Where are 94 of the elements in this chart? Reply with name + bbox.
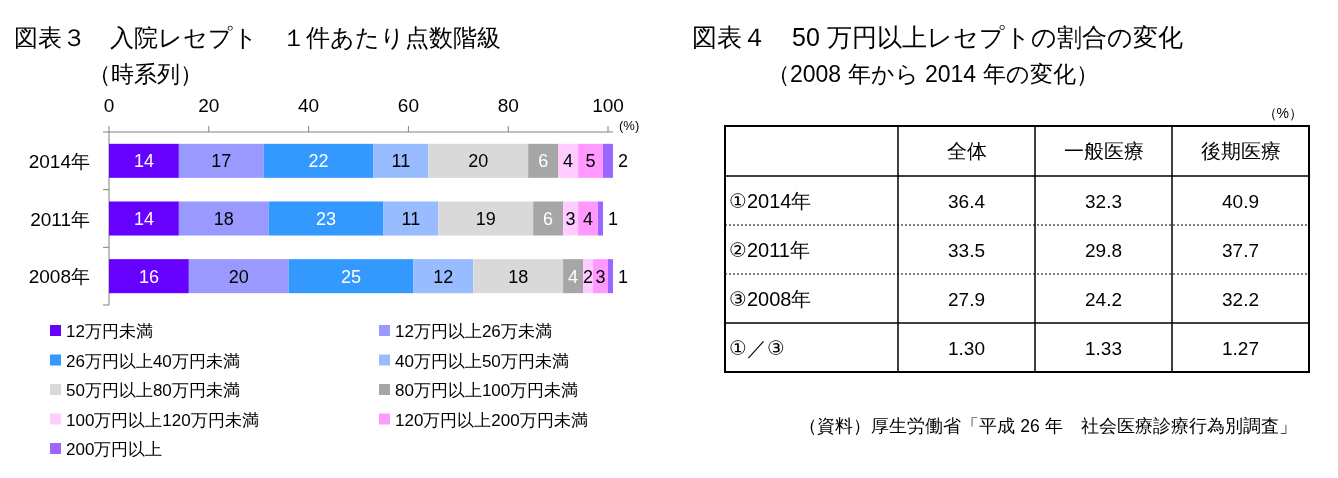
legend-label: 100万円以上120万円未満	[66, 410, 259, 430]
data-label: 3	[595, 266, 606, 287]
y-tick-label: 2011年	[30, 208, 90, 230]
x-tick-label: 100	[592, 95, 624, 116]
data-label: 1	[608, 208, 619, 229]
data-label: 12	[433, 266, 454, 287]
data-label: 1.33	[1085, 337, 1122, 359]
text: （%）	[1262, 105, 1303, 121]
data-label: 4	[568, 266, 579, 287]
data-label: 1	[618, 266, 629, 287]
data-label: 33.5	[948, 239, 985, 261]
x-tick-label: 一般医療	[1063, 140, 1144, 162]
data-label: 36.4	[948, 190, 986, 212]
data-label: 17	[211, 151, 232, 172]
y-tick-label: ①2014年	[729, 189, 812, 212]
data-label: 18	[213, 208, 234, 229]
data-label: 11	[401, 208, 421, 229]
x-tick-label: 全体	[946, 140, 987, 162]
x-tick-label: 後期医療	[1200, 140, 1281, 162]
bar	[109, 143, 179, 178]
legend-label: 50万円以上80万円未満	[66, 381, 240, 400]
data-label: 24.2	[1085, 288, 1122, 310]
data-label: 22	[308, 151, 329, 172]
bar	[373, 143, 429, 178]
chart-title: 図表３ 入院レセプト １件あたり点数階級	[14, 24, 501, 51]
bar	[263, 143, 374, 178]
legend-label: 120万円以上200万円未満	[395, 410, 588, 430]
data-label: 5	[585, 151, 596, 172]
data-label: 2	[583, 266, 594, 287]
bar	[563, 259, 584, 294]
data-label: 32.2	[1222, 288, 1259, 310]
x-tick-label: 20	[198, 95, 220, 116]
data-label: 19	[475, 208, 496, 229]
data-label: 27.9	[948, 288, 985, 310]
chart-title: 図表４ 50 万円以上レセプトの割合の変化	[692, 23, 1183, 51]
y-tick-label: ②2011年	[729, 238, 810, 261]
bar	[558, 143, 579, 178]
data-label: 37.7	[1222, 239, 1259, 261]
data-label: 18	[508, 266, 529, 287]
text: （資料）厚生労働省「平成 26 年 社会医療診療行為別調査」	[799, 416, 1297, 436]
data-label: 32.3	[1085, 190, 1122, 212]
data-label: 29.8	[1085, 239, 1122, 261]
bar	[578, 201, 599, 236]
legend-label: 80万円以上100万円未満	[395, 381, 579, 400]
data-label: 4	[583, 208, 594, 229]
x-axis-title: (%)	[619, 118, 640, 133]
data-label: 6	[543, 208, 554, 229]
bar	[428, 143, 529, 178]
data-label: 1.27	[1222, 337, 1259, 359]
y-tick-label: 2008年	[28, 266, 90, 288]
bar	[413, 259, 474, 294]
data-label: 11	[391, 151, 411, 172]
data-label: 2	[618, 151, 629, 172]
bar	[268, 201, 384, 236]
legend-label: 200万円以上	[66, 440, 163, 459]
data-label: 23	[316, 208, 337, 229]
x-tick-label: 0	[103, 95, 115, 116]
data-label: 40.9	[1222, 190, 1259, 212]
data-label: 1.30	[948, 337, 985, 359]
x-tick-label: 80	[497, 95, 519, 116]
data-label: 6	[538, 151, 549, 172]
data-label: 4	[563, 151, 574, 172]
bar	[603, 143, 613, 178]
y-tick-label: ①／③	[729, 336, 785, 359]
bar	[109, 259, 189, 294]
x-tick-label: 40	[298, 95, 320, 116]
bar	[288, 259, 414, 294]
bar	[178, 201, 269, 236]
bar	[533, 201, 564, 236]
y-tick-label: 2014年	[28, 150, 90, 172]
legend-label: 12万円以上26万未満	[395, 322, 552, 341]
bar	[578, 143, 604, 178]
bar	[528, 143, 559, 178]
chart-subtitle: （時系列）	[88, 61, 203, 87]
data-label: 20	[228, 266, 249, 287]
data-label: 16	[138, 266, 159, 287]
bar	[438, 201, 534, 236]
data-label: 3	[565, 208, 576, 229]
data-label: 14	[133, 151, 154, 172]
legend-label: 40万円以上50万円未満	[395, 351, 569, 371]
bar	[608, 259, 613, 294]
y-tick-label: ③2008年	[729, 287, 812, 310]
chart-subtitle: （2008 年から 2014 年の変化）	[767, 61, 1099, 87]
data-label: 14	[133, 208, 154, 229]
bar	[473, 259, 564, 294]
x-tick-label: 60	[397, 95, 419, 116]
bar	[598, 201, 604, 236]
bar	[109, 201, 179, 236]
legend-label: 12万円未満	[66, 322, 153, 341]
bar	[188, 259, 289, 294]
bar	[383, 201, 439, 236]
legend-label: 26万円以上40万円未満	[66, 351, 240, 371]
data-label: 25	[341, 266, 362, 287]
bar	[178, 143, 264, 178]
